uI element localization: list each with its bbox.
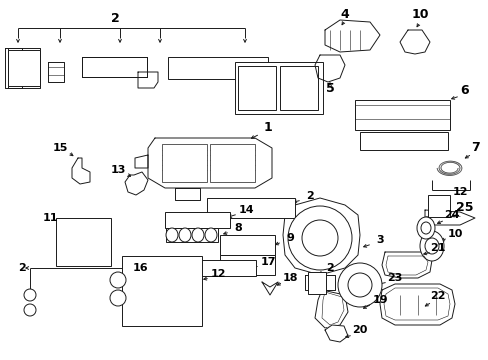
Polygon shape [148,138,271,188]
Text: 20: 20 [351,325,367,335]
Text: 21: 21 [429,243,445,253]
Text: 15: 15 [52,143,67,153]
Text: 17: 17 [260,257,275,267]
Ellipse shape [179,228,191,242]
Ellipse shape [424,238,438,254]
Polygon shape [125,172,148,195]
Text: 25: 25 [455,202,473,215]
Bar [56,218,111,266]
Bar [164,212,229,228]
Bar [280,66,317,110]
Text: 4: 4 [340,8,348,21]
Polygon shape [399,30,429,54]
Polygon shape [5,48,22,88]
Ellipse shape [204,228,217,242]
Bar [220,255,274,275]
Polygon shape [72,158,90,184]
Text: 10: 10 [410,8,428,21]
Polygon shape [262,282,278,295]
Ellipse shape [24,304,36,316]
Polygon shape [321,292,343,325]
Text: 2: 2 [325,263,333,273]
Text: 8: 8 [234,223,242,233]
Polygon shape [291,210,347,262]
Text: 22: 22 [429,291,445,301]
Ellipse shape [302,220,337,256]
Bar [354,100,449,130]
Bar [427,195,449,217]
Ellipse shape [419,231,443,261]
Polygon shape [305,275,334,290]
Bar [168,57,267,79]
Polygon shape [379,284,454,325]
Bar [122,256,202,326]
Ellipse shape [110,272,126,288]
Bar [82,57,147,77]
Polygon shape [135,155,148,168]
Polygon shape [8,48,40,88]
Polygon shape [383,288,449,320]
Text: 19: 19 [371,295,387,305]
Bar [220,235,274,255]
Text: 18: 18 [282,273,297,283]
Bar [206,198,294,218]
Bar [238,66,275,110]
Polygon shape [314,290,347,328]
Ellipse shape [165,228,178,242]
Text: 12: 12 [451,187,467,197]
Text: 7: 7 [469,141,478,154]
Bar [196,260,256,276]
Polygon shape [138,72,158,88]
Polygon shape [381,252,431,278]
Polygon shape [424,210,474,225]
Bar [162,144,206,182]
Ellipse shape [337,263,381,307]
Bar [307,272,325,294]
Ellipse shape [420,222,430,234]
Polygon shape [314,55,345,82]
Ellipse shape [287,206,351,270]
Text: 5: 5 [325,81,334,94]
Text: 2: 2 [18,263,26,273]
Polygon shape [175,188,200,200]
Ellipse shape [416,217,434,239]
Text: 23: 23 [386,273,402,283]
Polygon shape [385,256,427,275]
Bar [8,50,40,86]
Text: 3: 3 [375,235,383,245]
Ellipse shape [24,289,36,301]
Ellipse shape [110,290,126,306]
Ellipse shape [347,273,371,297]
Text: 13: 13 [110,165,125,175]
Polygon shape [325,325,347,342]
Text: 14: 14 [238,205,253,215]
Bar [165,228,218,242]
Ellipse shape [185,270,200,286]
Polygon shape [283,198,359,275]
Ellipse shape [192,228,203,242]
Text: 6: 6 [460,84,468,96]
Bar [209,144,254,182]
Bar [354,105,449,119]
Text: 11: 11 [42,213,58,223]
Polygon shape [48,62,64,82]
Bar [235,62,323,114]
Text: 10: 10 [447,229,462,239]
Text: 24: 24 [443,210,459,220]
Text: 1: 1 [263,121,272,135]
Polygon shape [325,20,379,52]
Text: 2: 2 [110,12,119,24]
Text: 2: 2 [305,191,313,201]
Text: 9: 9 [285,233,293,243]
Polygon shape [82,57,147,77]
Text: 16: 16 [132,263,147,273]
Bar [359,132,447,150]
Text: 12: 12 [210,269,225,279]
